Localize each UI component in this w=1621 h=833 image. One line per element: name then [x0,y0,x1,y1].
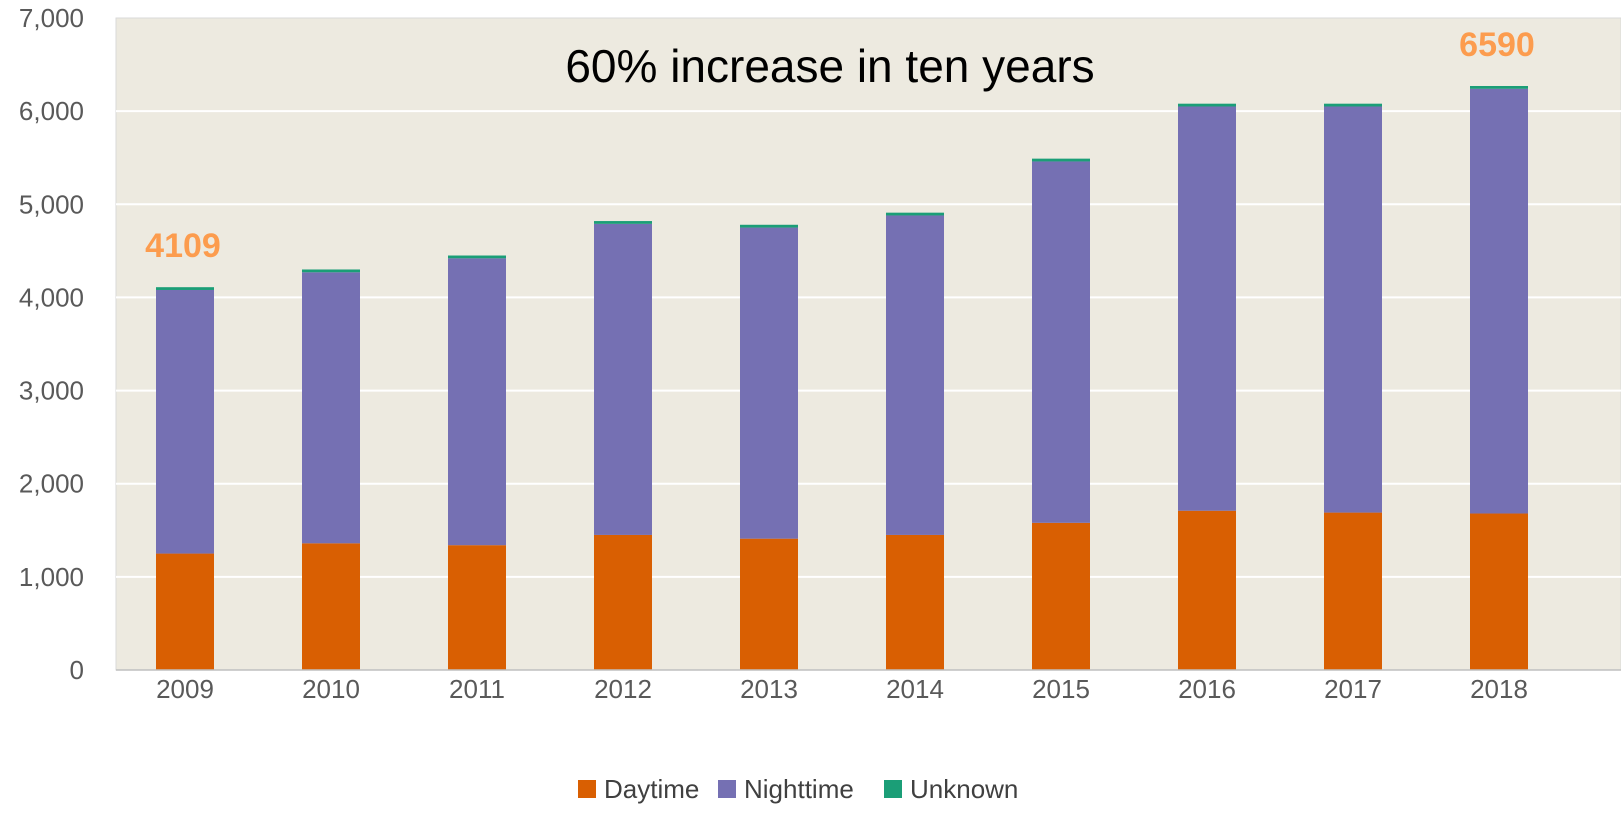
bar-unknown-2016 [1178,103,1236,107]
x-tick-label: 2017 [1324,674,1382,704]
legend-label-unknown: Unknown [910,774,1018,804]
bar-nighttime-2010 [302,272,360,544]
bar-unknown-2014 [886,212,944,216]
bars [156,85,1528,670]
bar-unknown-2012 [594,221,652,224]
bar-nighttime-2016 [1178,106,1236,511]
bar-daytime-2014 [886,534,944,670]
x-tick-label: 2015 [1032,674,1090,704]
y-tick-label: 0 [70,655,84,685]
bar-unknown-2017 [1324,103,1382,107]
x-tick-label: 2013 [740,674,798,704]
bar-daytime-2009 [156,553,214,670]
bar-unknown-2015 [1032,158,1090,162]
bar-unknown-2011 [448,255,506,259]
bar-nighttime-2009 [156,289,214,554]
bar-daytime-2013 [740,538,798,670]
x-tick-label: 2014 [886,674,944,704]
total-data-label: 6590 [1459,26,1535,64]
bar-nighttime-2014 [886,215,944,535]
bar-daytime-2018 [1470,513,1528,670]
bar-daytime-2012 [594,534,652,670]
x-tick-label: 2018 [1470,674,1528,704]
data-labels: 4109 6590 [145,26,1535,265]
x-tick-label: 2012 [594,674,652,704]
y-axis-ticks: 0 1,000 2,000 3,000 4,000 5,000 6,000 7,000 [19,3,84,685]
x-tick-label: 2009 [156,674,214,704]
y-tick-label: 2,000 [19,469,84,499]
y-tick-label: 4,000 [19,282,84,312]
y-tick-label: 1,000 [19,562,84,592]
y-tick-label: 6,000 [19,96,84,126]
bar-nighttime-2015 [1032,161,1090,523]
bar-nighttime-2013 [740,227,798,539]
y-tick-label: 3,000 [19,376,84,406]
total-data-label: 4109 [145,227,221,265]
legend-swatch-unknown [884,780,902,798]
bar-unknown-2013 [740,224,798,228]
bar-daytime-2017 [1324,512,1382,670]
bar-nighttime-2011 [448,258,506,546]
legend-swatch-nighttime [718,780,736,798]
x-tick-label: 2010 [302,674,360,704]
legend-label-nighttime: Nighttime [744,774,854,804]
legend-label-daytime: Daytime [604,774,699,804]
y-tick-label: 5,000 [19,189,84,219]
bar-daytime-2016 [1178,510,1236,670]
x-tick-label: 2016 [1178,674,1236,704]
bar-unknown-2018 [1470,85,1528,89]
y-tick-label: 7,000 [19,3,84,33]
bar-nighttime-2018 [1470,88,1528,514]
bar-daytime-2015 [1032,522,1090,670]
bar-nighttime-2017 [1324,106,1382,513]
bar-daytime-2010 [302,543,360,670]
bar-unknown-2009 [156,287,214,290]
bar-daytime-2011 [448,545,506,670]
legend-swatch-daytime [578,780,596,798]
legend: Daytime Nighttime Unknown [578,774,1018,804]
chart-title: 60% increase in ten years [565,40,1094,92]
x-axis-ticks: 2009 2010 2011 2012 2013 2014 2015 2016 2017 2018 [156,674,1528,704]
bar-nighttime-2012 [594,223,652,535]
x-tick-label: 2011 [449,674,505,704]
bar-unknown-2010 [302,269,360,273]
